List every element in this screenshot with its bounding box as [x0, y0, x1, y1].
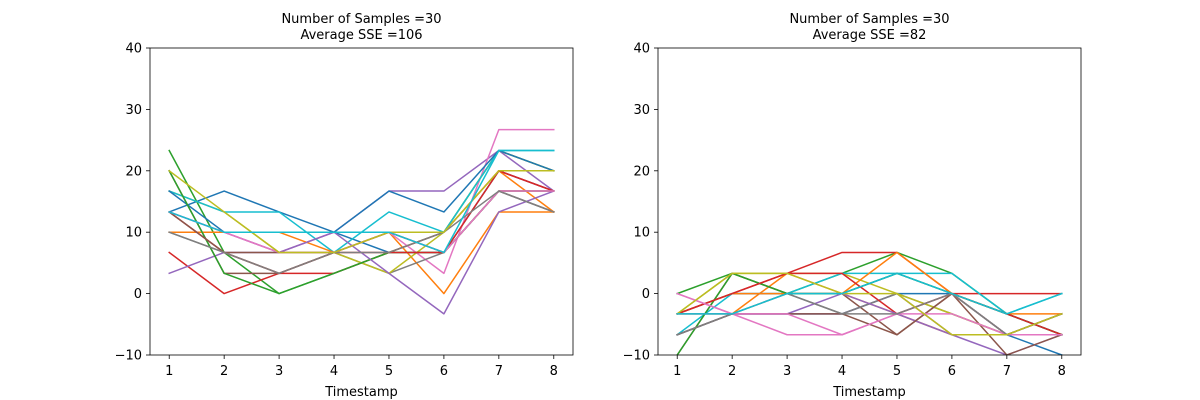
x-tick-label: 5: [893, 364, 901, 379]
x-axis-label: Timestamp: [832, 385, 906, 400]
x-tick-label: 6: [440, 364, 448, 379]
y-tick-label: 10: [633, 226, 650, 241]
x-tick-label: 4: [330, 364, 338, 379]
chart-title-line-1: Number of Samples =30: [281, 12, 441, 27]
x-tick-label: 6: [948, 364, 956, 379]
chart-title-line-1: Number of Samples =30: [789, 12, 949, 27]
y-tick-label: 20: [633, 164, 650, 179]
x-tick-label: 7: [495, 364, 503, 379]
y-tick-label: 20: [125, 164, 142, 179]
x-tick-label: 3: [783, 364, 791, 379]
x-tick-label: 4: [838, 364, 846, 379]
x-tick-label: 1: [165, 364, 173, 379]
x-tick-label: 3: [275, 364, 283, 379]
x-axis-label: Timestamp: [324, 385, 398, 400]
x-tick-label: 8: [550, 364, 558, 379]
y-tick-label: 10: [125, 226, 142, 241]
x-tick-label: 5: [385, 364, 393, 379]
y-tick-label: 30: [633, 103, 650, 118]
x-tick-label: 2: [220, 364, 228, 379]
chart-title-line-2: Average SSE =106: [300, 28, 422, 43]
x-tick-label: 8: [1058, 364, 1066, 379]
y-tick-label: 40: [633, 42, 650, 57]
y-tick-label: −10: [623, 349, 650, 364]
y-tick-label: −10: [115, 349, 142, 364]
x-tick-label: 7: [1003, 364, 1011, 379]
y-tick-label: 40: [125, 42, 142, 57]
x-tick-label: 2: [728, 364, 736, 379]
y-tick-label: 0: [642, 287, 650, 302]
chart-title-line-2: Average SSE =82: [813, 28, 927, 43]
y-tick-label: 0: [134, 287, 142, 302]
x-tick-label: 1: [673, 364, 681, 379]
y-tick-label: 30: [125, 103, 142, 118]
